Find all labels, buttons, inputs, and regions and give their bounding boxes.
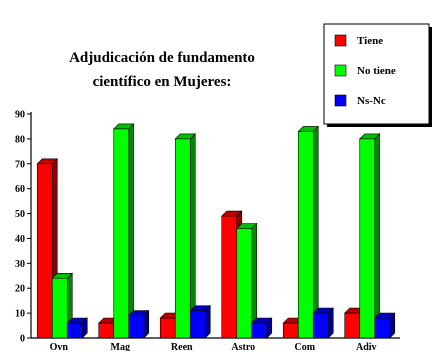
bar-front [174, 138, 191, 339]
legend-label: No tiene [357, 65, 396, 77]
bar-front [66, 322, 83, 339]
bar-no-tiene-mag [113, 123, 135, 339]
bar-front [297, 131, 314, 339]
legend-swatch [334, 34, 347, 47]
y-tick-label: 0 [20, 334, 25, 345]
bar-ns-nc-mag [128, 309, 150, 339]
y-tick-label: 20 [15, 284, 25, 295]
y-tick-label: 90 [15, 110, 25, 121]
bar-ns-nc-adiv [374, 312, 396, 339]
bar-side [204, 304, 211, 339]
chart-legend: Tiene No tiene Ns-Nc [323, 23, 432, 127]
bar-side [312, 125, 319, 339]
x-axis-labels: Ovn Mag Reen Astro Com Adiv [50, 342, 377, 353]
bar-ns-nc-reen [189, 304, 211, 339]
x-tick-label: Reen [171, 342, 193, 351]
bar-front [221, 215, 238, 339]
bar-front [51, 277, 68, 339]
legend-swatch [334, 94, 347, 107]
bar-ns-nc-ovn [66, 317, 88, 339]
chart-title-line-2: científico en Mujeres: [93, 74, 232, 90]
bar-front [312, 312, 329, 339]
y-tick-label: 40 [15, 234, 25, 245]
chart-title: Adjudicación de fundamento científico en… [69, 50, 255, 90]
bar-front [374, 317, 391, 339]
x-tick-label: Mag [111, 342, 130, 351]
y-tick-label: 70 [15, 159, 25, 170]
bar-side [128, 123, 135, 339]
y-tick-label: 60 [15, 184, 25, 195]
bar-front [236, 228, 253, 339]
chart-bars [36, 123, 396, 339]
bar-front [251, 322, 268, 339]
x-tick-label: Com [294, 342, 315, 351]
bar-front [113, 128, 130, 339]
chart-axes: 0 10 20 30 40 50 60 70 80 90 [15, 110, 400, 345]
bar-no-tiene-reen [174, 133, 196, 339]
bar-no-tiene-adiv [359, 133, 381, 339]
y-tick-label: 50 [15, 209, 25, 220]
legend-label: Ns-Nc [357, 95, 386, 107]
bar-front [159, 317, 176, 339]
bar-front [36, 163, 53, 339]
x-tick-label: Ovn [50, 342, 69, 351]
bar-front [128, 315, 145, 339]
bar-front [98, 322, 115, 339]
y-tick-label: 80 [15, 134, 25, 145]
x-tick-label: Adiv [356, 342, 377, 351]
bar-front [359, 138, 376, 339]
bar-side [374, 133, 381, 339]
bar-front [282, 322, 299, 339]
legend-label: Tiene [357, 35, 383, 47]
x-tick-label: Astro [231, 342, 255, 351]
bar-ns-nc-com [312, 307, 334, 339]
bar-ns-nc-astro [251, 317, 273, 339]
y-tick-label: 30 [15, 259, 25, 270]
bar-front [189, 310, 206, 339]
y-tick-label: 10 [15, 309, 25, 320]
bar-no-tiene-astro [236, 222, 258, 339]
chart-title-line-1: Adjudicación de fundamento [69, 50, 255, 66]
bar-front [344, 312, 361, 339]
bar-no-tiene-com [297, 125, 319, 339]
legend-swatch [334, 64, 347, 77]
